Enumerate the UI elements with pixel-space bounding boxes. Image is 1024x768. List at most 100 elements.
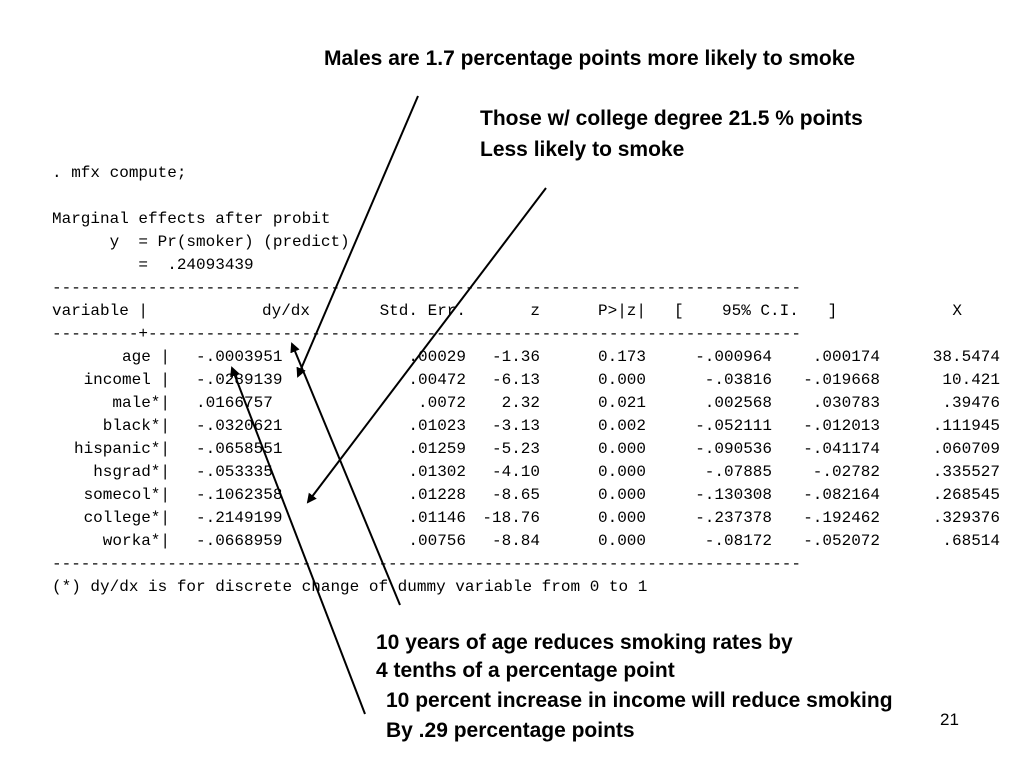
cell-x: .268545: [932, 486, 1000, 504]
annotation-income-line2: By .29 percentage points: [386, 719, 635, 742]
cell-ci-high: -.082164: [803, 486, 880, 504]
cell-z: -8.65: [491, 486, 540, 504]
cell-z: -6.13: [491, 371, 540, 389]
annotation-age-line2: 4 tenths of a percentage point: [376, 659, 675, 682]
table-header: variable | dy/dx Std. Err. z P>|z| [ 95%…: [52, 300, 1002, 323]
cell-variable: black*|: [102, 417, 170, 435]
cell-se: .00029: [408, 348, 466, 366]
cell-ci-high: -.052072: [803, 532, 880, 550]
cell-z: -1.36: [491, 348, 540, 366]
cell-z: -8.84: [491, 532, 540, 550]
cell-p: 0.000: [597, 532, 646, 550]
table-row: somecol*| -.1062358 .01228 -8.65 0.000 -.1303…: [52, 484, 1002, 507]
cell-se: .01259: [408, 440, 466, 458]
cell-ci-low: -.000964: [695, 348, 772, 366]
cell-ci-high: .030783: [812, 394, 880, 412]
output-heading: Marginal effects after probit: [52, 210, 331, 228]
cell-variable: worka*|: [102, 532, 170, 550]
table-row: worka*| -.0668959 .00756 -8.84 0.000 -.08172 -…: [52, 530, 1002, 553]
cell-variable: somecol*|: [83, 486, 170, 504]
cell-x: .335527: [932, 463, 1000, 481]
cell-x: .111945: [932, 417, 1000, 435]
arrow-age: [290, 342, 401, 606]
table-row: incomel | -.0289139 .00472 -6.13 0.000 -.0381…: [52, 369, 1002, 392]
cell-variable: hispanic*|: [73, 440, 170, 458]
output-y-value: = .24093439: [52, 256, 254, 274]
cell-ci-low: -.052111: [695, 417, 772, 435]
cell-se: .00472: [408, 371, 466, 389]
cell-ci-low: -.08172: [704, 532, 772, 550]
cell-p: 0.000: [597, 486, 646, 504]
cell-variable: age |: [121, 348, 170, 366]
cell-z: -4.10: [491, 463, 540, 481]
cell-z: -18.76: [482, 509, 540, 527]
cell-dydx: -.053335: [196, 463, 273, 481]
cell-se: .01302: [408, 463, 466, 481]
page-number: 21: [940, 710, 959, 729]
cell-ci-high: -.041174: [803, 440, 880, 458]
cell-dydx: -.0003951: [196, 348, 283, 366]
table-row: male*| .0166757 .0072 2.32 0.021 .002568 .0307…: [52, 392, 1002, 415]
cell-ci-low: -.237378: [695, 509, 772, 527]
cell-x: 38.5474: [932, 348, 1000, 366]
header-ci: [ 95% C.I. ]: [674, 302, 838, 320]
annotation-college-line1: Those w/ college degree 21.5 % points: [480, 107, 863, 130]
divider-header: ---------+------------------------------…: [52, 325, 801, 343]
cell-variable: incomel |: [83, 371, 170, 389]
cell-p: 0.000: [597, 371, 646, 389]
header-x: X: [952, 302, 962, 320]
arrow-college: [306, 187, 547, 504]
cell-x: .060709: [932, 440, 1000, 458]
annotation-males: Males are 1.7 percentage points more lik…: [324, 47, 856, 70]
header-z: z: [530, 302, 540, 320]
cell-ci-high: -.019668: [803, 371, 880, 389]
annotation-college-line2: Less likely to smoke: [480, 138, 685, 161]
cell-se: .01146: [408, 509, 466, 527]
cell-se: .0072: [417, 394, 466, 412]
cell-ci-low: -.090536: [695, 440, 772, 458]
cell-p: 0.002: [597, 417, 646, 435]
cell-x: .329376: [932, 509, 1000, 527]
cell-p: 0.000: [597, 440, 646, 458]
footnote: (*) dy/dx is for discrete change of dumm…: [52, 578, 648, 596]
cell-p: 0.173: [597, 348, 646, 366]
arrow-income: [230, 366, 366, 715]
table-row: age | -.0003951 .00029 -1.36 0.173 -.000964 .0…: [52, 346, 1002, 369]
cell-x: .68514: [942, 532, 1000, 550]
cell-dydx: -.1062358: [196, 486, 283, 504]
header-dydx: dy/dx: [261, 302, 310, 320]
cell-ci-high: -.192462: [803, 509, 880, 527]
cell-ci-low: -.03816: [704, 371, 772, 389]
cell-ci-low: -.130308: [695, 486, 772, 504]
divider-top: ----------------------------------------…: [52, 279, 801, 297]
annotation-age-line1: 10 years of age reduces smoking rates by: [376, 631, 793, 654]
table-row: hsgrad*| -.053335 .01302 -4.10 0.000 -.07885 -…: [52, 461, 1002, 484]
cell-variable: hsgrad*|: [93, 463, 170, 481]
cell-ci-high: -.02782: [812, 463, 880, 481]
cell-x: .39476: [942, 394, 1000, 412]
annotation-income-line1: 10 percent increase in income will reduc…: [386, 689, 893, 712]
header-variable: variable |: [52, 302, 149, 320]
cell-dydx: -.2149199: [196, 509, 283, 527]
cell-p: 0.021: [597, 394, 646, 412]
table-row: college*| -.2149199 .01146 -18.76 0.000 -.237…: [52, 507, 1002, 530]
arrow-males: [296, 95, 419, 378]
cell-dydx: -.0320621: [196, 417, 283, 435]
table-row: black*| -.0320621 .01023 -3.13 0.002 -.052111…: [52, 415, 1002, 438]
cell-se: .01023: [408, 417, 466, 435]
cell-ci-high: .000174: [812, 348, 880, 366]
cell-variable: college*|: [83, 509, 170, 527]
cell-variable: male*|: [112, 394, 170, 412]
cell-ci-high: -.012013: [803, 417, 880, 435]
cell-dydx: .0166757: [196, 394, 273, 412]
cell-dydx: -.0668959: [196, 532, 283, 550]
cell-ci-low: -.07885: [704, 463, 772, 481]
cell-z: 2.32: [501, 394, 540, 412]
divider-bottom: ----------------------------------------…: [52, 555, 801, 573]
output-y-line: y = Pr(smoker) (predict): [52, 233, 350, 251]
cell-ci-low: .002568: [704, 394, 772, 412]
cell-x: 10.421: [942, 371, 1000, 389]
table-row: hispanic*| -.0658551.01259 -5.23 0.000 -.090…: [52, 438, 1002, 461]
cell-p: 0.000: [597, 463, 646, 481]
